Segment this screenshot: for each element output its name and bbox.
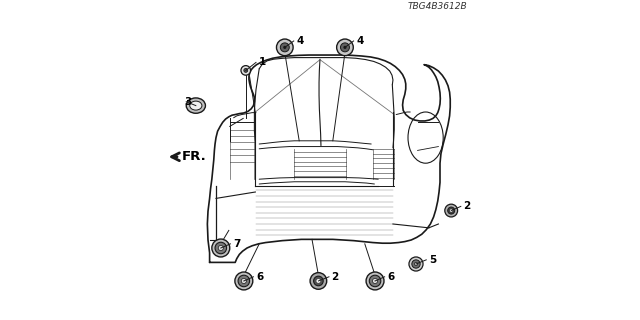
Text: 4: 4	[296, 36, 304, 46]
Text: 6: 6	[387, 272, 394, 282]
Circle shape	[314, 276, 323, 286]
Circle shape	[448, 207, 454, 214]
Text: 4: 4	[356, 36, 364, 46]
Text: 3: 3	[184, 97, 191, 107]
Circle shape	[241, 66, 251, 75]
Circle shape	[343, 46, 347, 49]
Ellipse shape	[189, 101, 202, 110]
Text: 5: 5	[429, 255, 436, 265]
Text: FR.: FR.	[182, 150, 207, 163]
Text: 7: 7	[233, 239, 241, 249]
Circle shape	[369, 275, 381, 287]
Circle shape	[415, 262, 418, 266]
Circle shape	[450, 209, 452, 212]
Text: 1: 1	[259, 57, 266, 68]
Circle shape	[445, 204, 458, 217]
Circle shape	[409, 257, 423, 271]
Text: TBG4B3612B: TBG4B3612B	[408, 2, 467, 11]
Circle shape	[283, 46, 287, 49]
Circle shape	[337, 39, 353, 56]
Circle shape	[212, 239, 230, 257]
Circle shape	[316, 279, 321, 283]
Circle shape	[366, 272, 384, 290]
Circle shape	[244, 68, 248, 72]
Circle shape	[372, 278, 378, 284]
Text: 2: 2	[463, 201, 470, 212]
Circle shape	[340, 43, 349, 52]
Circle shape	[310, 273, 326, 289]
Text: 6: 6	[256, 272, 263, 282]
Circle shape	[218, 245, 223, 251]
Circle shape	[412, 260, 420, 268]
Circle shape	[238, 275, 250, 287]
Circle shape	[241, 278, 246, 284]
Circle shape	[280, 43, 289, 52]
Circle shape	[215, 242, 227, 254]
Ellipse shape	[186, 98, 205, 113]
Circle shape	[235, 272, 253, 290]
Circle shape	[276, 39, 293, 56]
Text: 2: 2	[332, 272, 339, 282]
